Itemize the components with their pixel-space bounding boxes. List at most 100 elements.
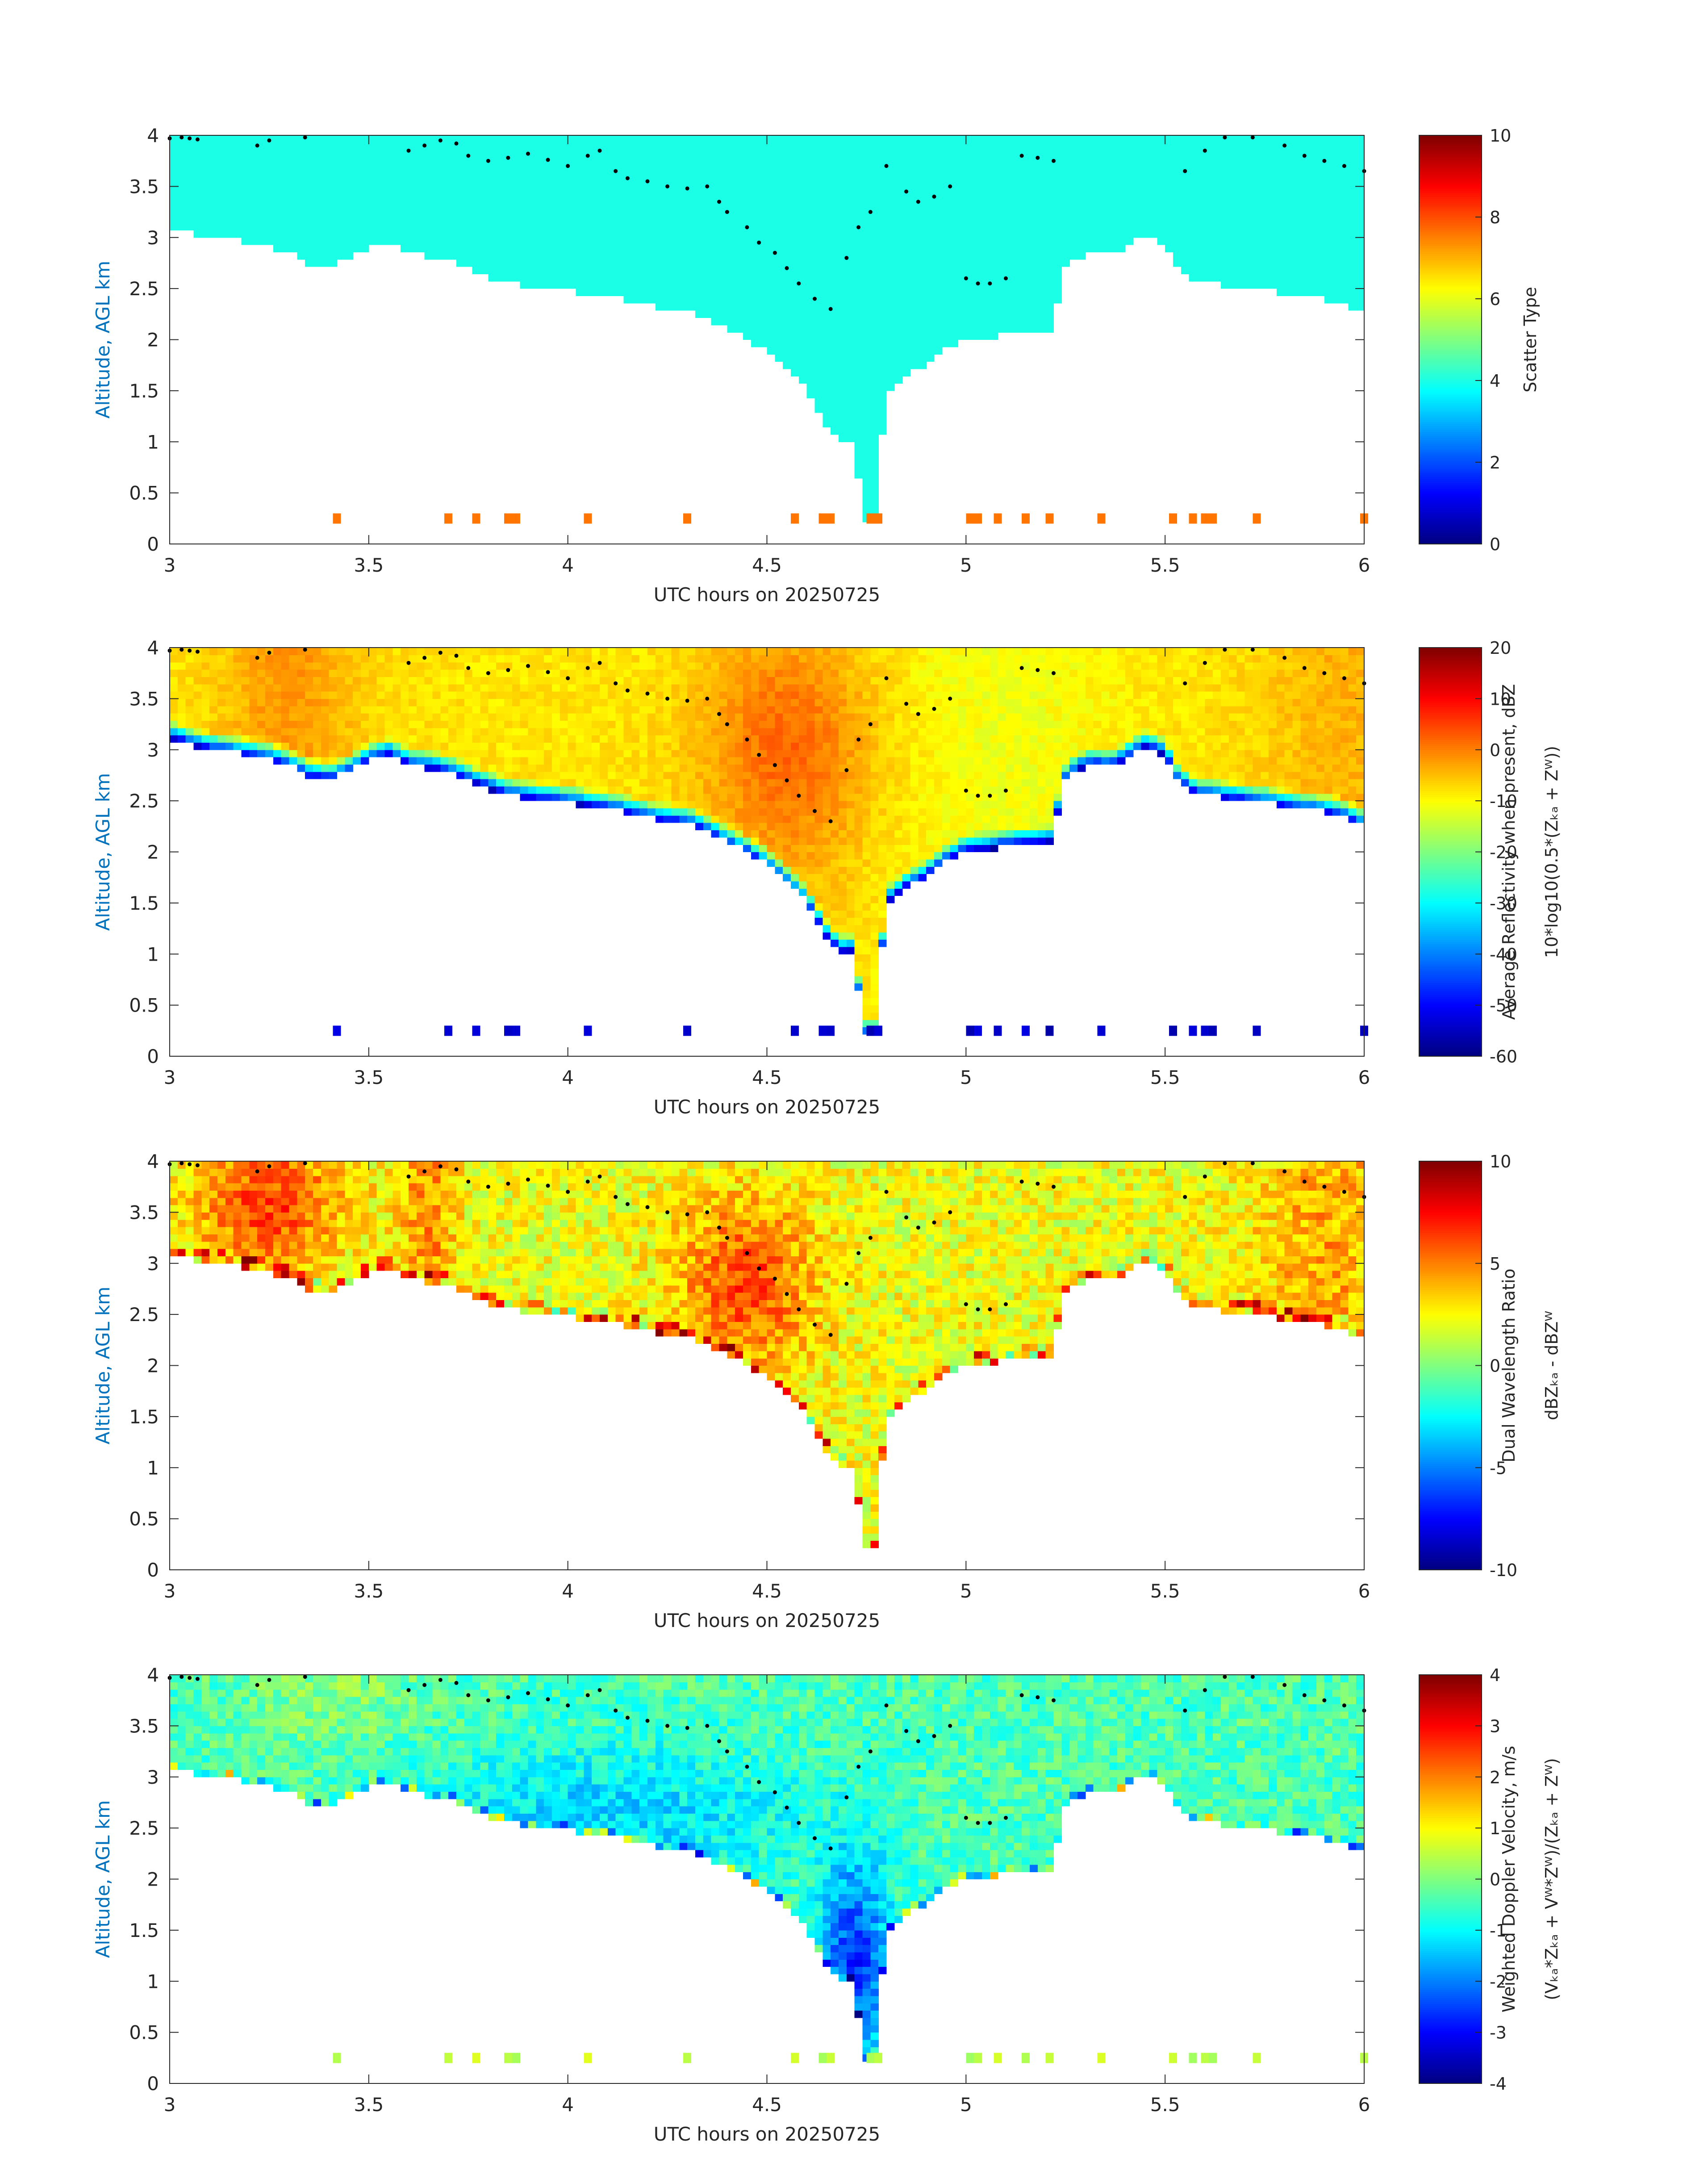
y-tick-label: 2 [147,1355,159,1377]
melting-layer-dot [916,1225,920,1230]
colorbar-tick-label: 2 [1490,453,1500,473]
surface-echo [1201,513,1209,523]
y-tick-label: 2.5 [129,790,159,812]
melting-layer-dot [267,1164,271,1168]
colorbar [1419,1161,1482,1570]
colorbar-label: Average Reflectivity when present, dBZ [1499,684,1519,1020]
melting-layer-dot [646,691,650,695]
melting-layer-dot [526,1178,530,1182]
melting-layer-dot [785,266,789,270]
x-tick-label: 4.5 [752,1580,782,1602]
melting-layer-dot [1004,1816,1008,1820]
melting-layer-dot [267,1678,271,1682]
melting-layer-dot [757,1267,761,1271]
colorbar-tick-label: 0 [1490,535,1500,554]
surface-echo [333,2053,341,2063]
surface-echo [584,2053,592,2063]
surface-echo [866,2053,874,2063]
surface-echo [827,513,835,523]
melting-layer-dot [932,195,936,199]
surface-echo [966,2053,974,2063]
surface-echo [866,1025,874,1036]
melting-layer-dot [932,1221,936,1225]
y-tick-label: 4 [147,1150,159,1172]
x-tick-label: 4.5 [752,1066,782,1088]
melting-layer-dot [813,1836,817,1840]
melting-layer-dot [188,1162,192,1166]
surface-echo [1209,513,1217,523]
melting-layer-dot [180,648,184,652]
melting-layer-dot [665,184,669,188]
melting-layer-dot [685,1726,689,1730]
melting-layer-dot [856,1765,860,1769]
melting-layer-dot [1251,135,1255,139]
melting-layer-dot [1203,1688,1207,1692]
melting-layer-dot [829,1333,833,1337]
surface-echo [512,2053,520,2063]
melting-layer-dot [422,1169,426,1173]
melting-layer-dot [1322,1698,1326,1702]
melting-layer-dot [1004,276,1008,280]
melting-layer-dot [506,156,510,160]
melting-layer-dot [626,176,630,180]
melting-layer-dot [916,200,920,204]
melting-layer-dot [1036,1695,1040,1699]
x-axis-label: UTC hours on 20250725 [654,2123,881,2145]
melting-layer-dot [964,789,968,793]
colorbar-label: (Vₖₐ*Zₖₐ + Vᵂ*Zᵂ)/(Zₖₐ + Zᵂ) [1542,1758,1562,2000]
melting-layer-dot [976,281,980,285]
melting-layer-dot [1282,1169,1286,1173]
surface-echo [1189,513,1197,523]
colorbar-tick-label: -4 [1490,2074,1507,2094]
x-tick-label: 3 [164,1580,176,1602]
surface-echo [333,513,341,523]
melting-layer-dot [1052,159,1056,163]
melting-layer-dot [1282,1683,1286,1687]
surface-echo [333,1025,341,1036]
melting-layer-dot [1322,1185,1326,1189]
x-tick-label: 4 [562,1580,574,1602]
melting-layer-dot [785,1292,789,1296]
melting-layer-dot [885,164,889,168]
x-tick-label: 4 [562,2094,574,2116]
melting-layer-dot [455,654,459,658]
surface-echo [994,1025,1002,1036]
melting-layer-dot [188,136,192,140]
melting-layer-dot [856,225,860,229]
surface-echo [1046,1025,1054,1036]
x-tick-label: 5.5 [1150,1066,1180,1088]
colorbar-tick-label: -60 [1490,1047,1517,1066]
melting-layer-dot [1052,1698,1056,1702]
melting-layer-dot [773,763,777,767]
colorbar-tick-label: 8 [1490,208,1500,227]
surface-echo [974,2053,982,2063]
melting-layer-dot [976,1821,980,1825]
melting-layer-dot [885,676,889,680]
melting-layer-dot [1251,1675,1255,1679]
melting-layer-dot [1251,648,1255,652]
melting-layer-dot [904,189,908,193]
y-tick-label: 2 [147,1869,159,1890]
colorbar-label: 10*log10(0.5*(Zₖₐ + Zᵂ)) [1542,746,1562,958]
melting-layer-dot [745,225,749,229]
x-tick-label: 6 [1358,1580,1370,1602]
melting-layer-dot [829,1846,833,1850]
surface-echo [819,2053,827,2063]
melting-layer-dot [932,1734,936,1738]
y-tick-label: 0.5 [129,995,159,1016]
melting-layer-dot [1052,1185,1056,1189]
melting-layer-dot [180,135,184,139]
melting-layer-dot [196,1677,200,1681]
x-tick-label: 5 [960,1066,972,1088]
melting-layer-dot [745,737,749,741]
x-tick-label: 6 [1358,1066,1370,1088]
melting-layer-dot [869,722,873,726]
melting-layer-dot [646,1719,650,1723]
y-tick-label: 3.5 [129,176,159,197]
y-tick-label: 1 [147,431,159,453]
melting-layer-dot [773,1277,777,1281]
melting-layer-dot [948,1210,952,1214]
surface-echo [1098,513,1106,523]
surface-echo [1189,2053,1197,2063]
